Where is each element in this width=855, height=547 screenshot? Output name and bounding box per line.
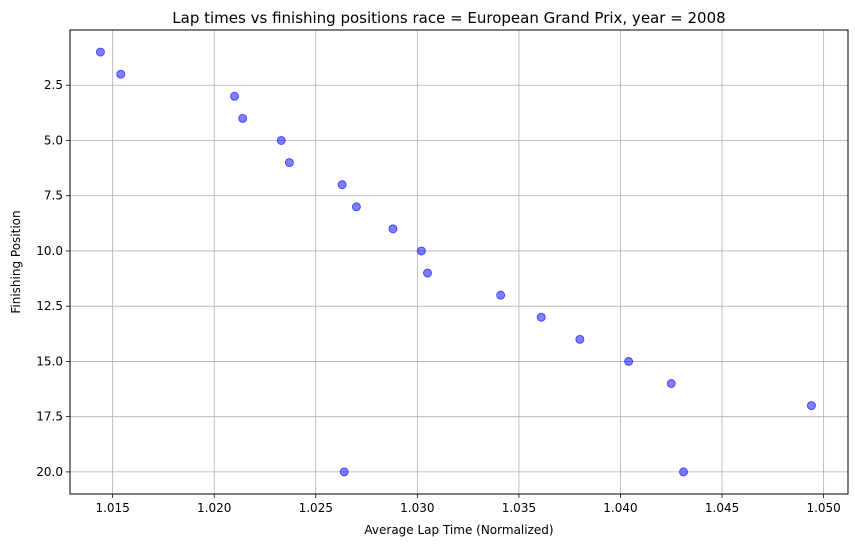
- y-tick-label: 10.0: [36, 244, 63, 258]
- scatter-point: [678, 467, 688, 477]
- y-tick-label: 17.5: [36, 410, 63, 424]
- y-tick-label: 20.0: [36, 465, 63, 479]
- scatter-point: [230, 91, 240, 101]
- plot-frame: [69, 29, 849, 495]
- x-tick-label: 1.050: [806, 501, 840, 515]
- y-tick-label: 5.0: [44, 133, 63, 147]
- scatter-point: [238, 113, 248, 123]
- scatter-point: [116, 69, 126, 79]
- y-tick-label: 12.5: [36, 299, 63, 313]
- y-tick-label: 7.5: [44, 189, 63, 203]
- scatter-point: [496, 290, 506, 300]
- data-points: [95, 47, 816, 477]
- x-tick-label: 1.045: [705, 501, 739, 515]
- y-tick-label: 2.5: [44, 78, 63, 92]
- y-axis-label: Finishing Position: [9, 210, 23, 313]
- x-axis-label: Average Lap Time (Normalized): [364, 523, 553, 537]
- scatter-point: [284, 158, 294, 168]
- scatter-point: [95, 47, 105, 57]
- scatter-point: [388, 224, 398, 234]
- scatter-point: [624, 356, 634, 366]
- x-tick-label: 1.020: [197, 501, 231, 515]
- scatter-point: [423, 268, 433, 278]
- scatter-point: [806, 401, 816, 411]
- axis-ticks: 1.015 1.020 1.025 1.030 1.035 1.040 1.045 1.050…: [36, 78, 841, 515]
- scatter-point: [666, 379, 676, 389]
- scatter-point: [536, 312, 546, 322]
- scatter-point: [339, 467, 349, 477]
- scatter-point: [337, 180, 347, 190]
- chart-title: Lap times vs finishing positions race = …: [172, 9, 725, 27]
- scatter-point: [351, 202, 361, 212]
- scatter-point: [276, 135, 286, 145]
- y-tick-label: 15.0: [36, 354, 63, 368]
- x-tick-label: 1.015: [95, 501, 129, 515]
- scatter-point: [575, 334, 585, 344]
- x-tick-label: 1.025: [299, 501, 333, 515]
- grid-lines: [70, 30, 848, 494]
- x-tick-label: 1.040: [603, 501, 637, 515]
- x-tick-label: 1.035: [502, 501, 536, 515]
- x-tick-label: 1.030: [400, 501, 434, 515]
- scatter-point: [416, 246, 426, 256]
